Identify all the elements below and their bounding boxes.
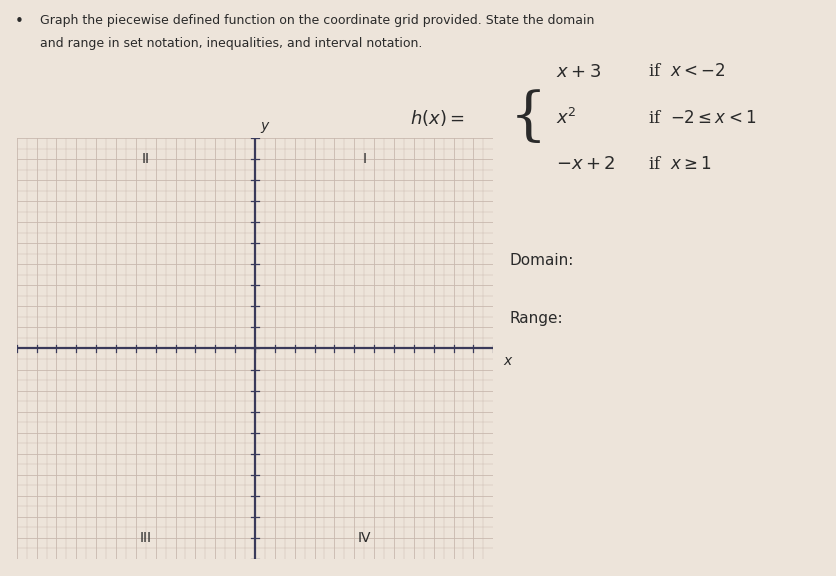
Text: IV: IV [358,530,371,545]
Text: Range:: Range: [510,311,563,326]
Text: if  $x < -2$: if $x < -2$ [648,63,725,81]
Text: $-x+2$: $-x+2$ [556,155,615,173]
Text: III: III [140,530,152,545]
Text: x: x [503,354,512,368]
Text: $x+3$: $x+3$ [556,63,601,81]
Text: if  $x \geq 1$: if $x \geq 1$ [648,156,711,173]
Text: y: y [261,119,269,132]
Text: Graph the piecewise defined function on the coordinate grid provided. State the : Graph the piecewise defined function on … [40,14,594,28]
Text: $x^2$: $x^2$ [556,108,577,128]
Text: and range in set notation, inequalities, and interval notation.: and range in set notation, inequalities,… [40,37,422,51]
Text: $h(x)=$: $h(x)=$ [410,108,464,128]
Text: •: • [15,14,24,29]
Text: I: I [362,152,366,166]
Text: II: II [142,152,150,166]
Text: Domain:: Domain: [510,253,574,268]
Text: {: { [510,90,547,146]
Text: if  $-2 \leq x < 1$: if $-2 \leq x < 1$ [648,109,757,127]
